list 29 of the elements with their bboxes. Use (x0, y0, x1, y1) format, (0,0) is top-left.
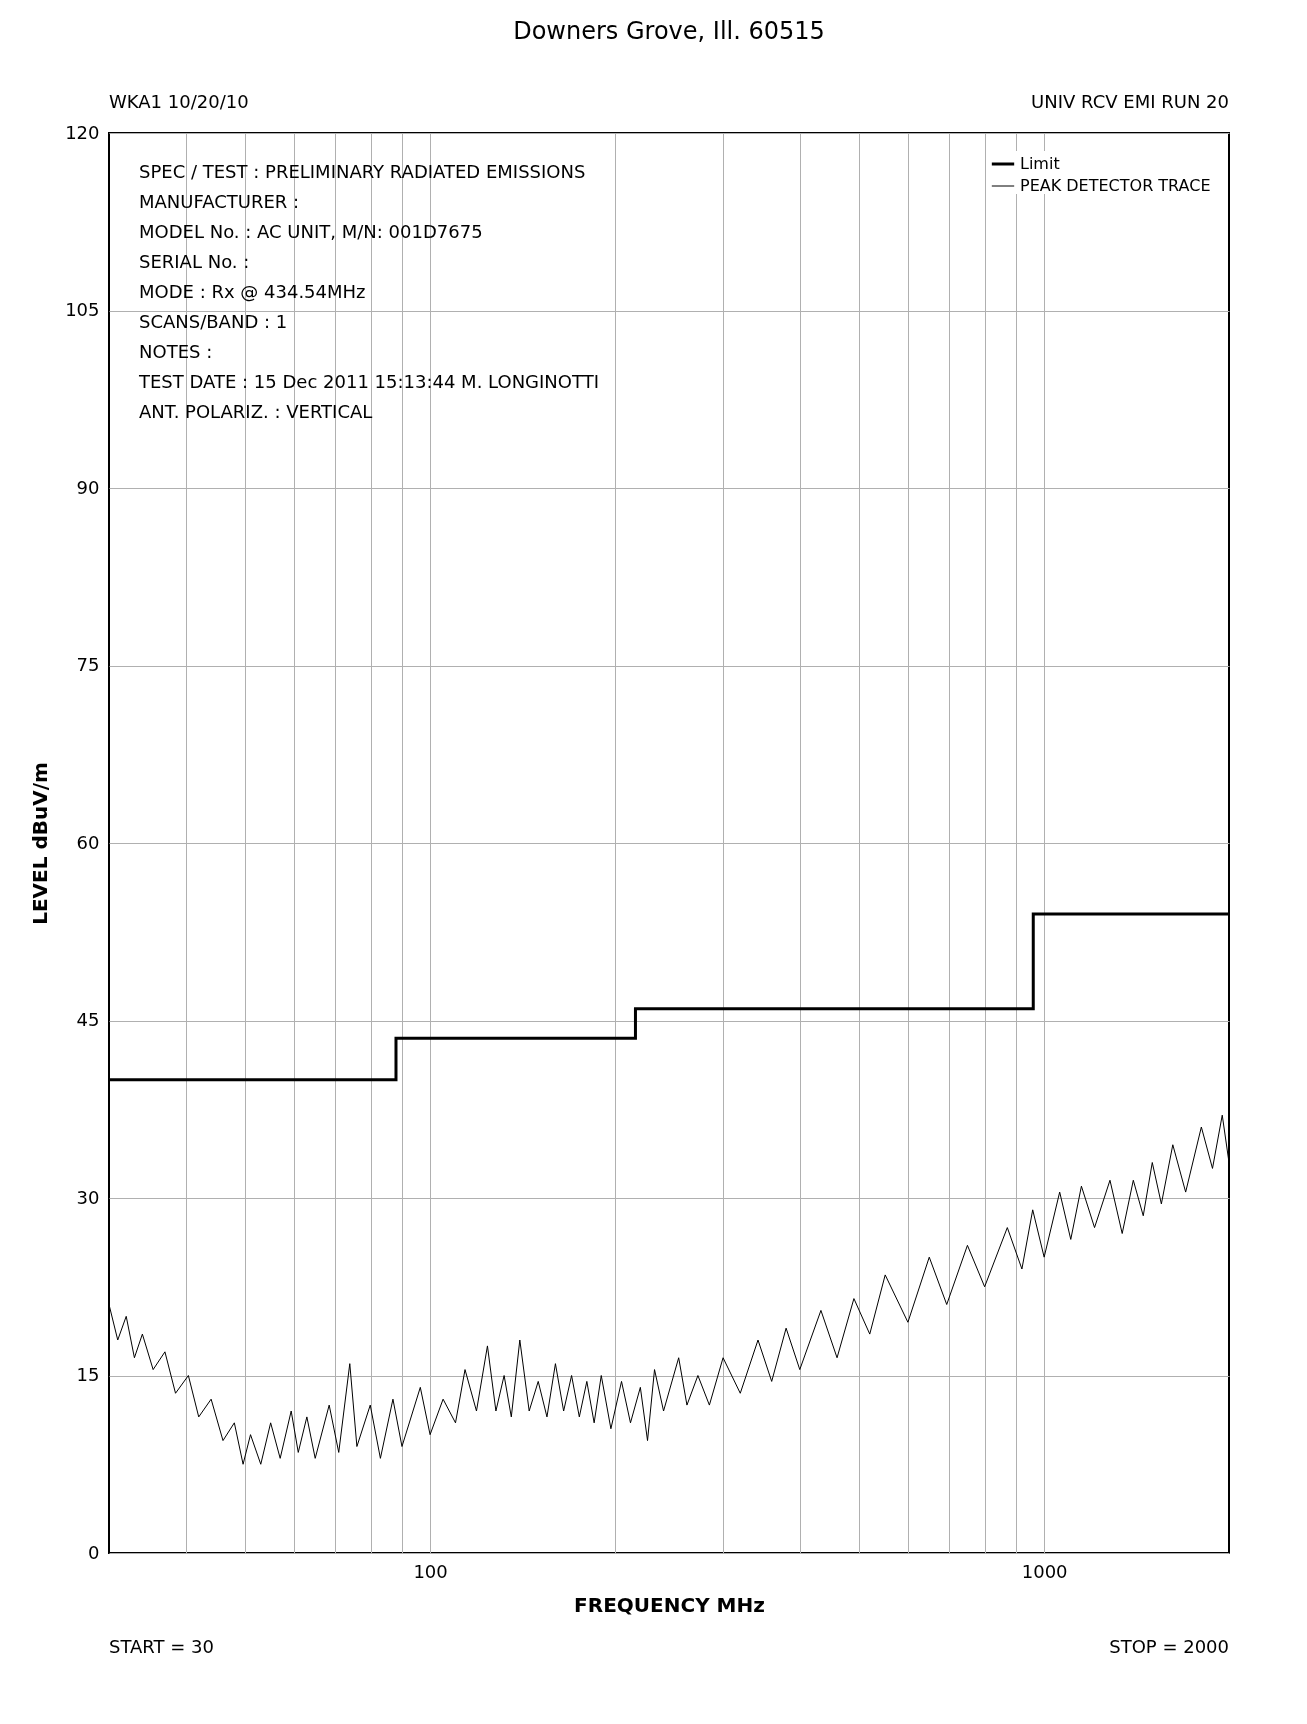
annotation: MODE : Rx @ 434.54MHz (139, 281, 366, 302)
y-tick-label: 90 (76, 476, 100, 498)
annotation: MODEL No. : AC UNIT, M/N: 001D7675 (139, 221, 483, 242)
y-tick-label: 0 (88, 1541, 100, 1563)
text: STOP = 2000 (1109, 1636, 1229, 1657)
chart-subtitle: Downers Grove, Ill. 60515 (513, 17, 825, 45)
y-tick-label: 105 (65, 299, 100, 320)
annotation: TEST DATE : 15 Dec 2011 15:13:44 M. LONGINOTTI (138, 371, 599, 392)
text: START = 30 (109, 1636, 214, 1657)
x-tick-label: 1000 (1021, 1560, 1068, 1582)
annotation: NOTES : (139, 341, 213, 362)
annotation: SERIAL No. : (139, 251, 250, 272)
legend-label: PEAK DETECTOR TRACE (1020, 176, 1211, 195)
annotation: ANT. POLARIZ. : VERTICAL (139, 401, 373, 422)
x-axis-title: FREQUENCY MHz (574, 1592, 765, 1617)
y-tick-label: 30 (76, 1186, 100, 1208)
y-tick-label: 75 (76, 654, 100, 675)
x-tick-label: 100 (413, 1560, 448, 1582)
y-axis-title: LEVEL dBuV/m (28, 762, 53, 925)
text: UNIV RCV EMI RUN 20 (1031, 91, 1229, 112)
y-tick-label: 15 (76, 1364, 100, 1385)
y-tick-label: 60 (76, 831, 100, 853)
y-tick-label: 120 (65, 121, 100, 143)
text: WKA1 10/20/10 (109, 91, 249, 112)
annotation: SPEC / TEST : PRELIMINARY RADIATED EMISSIONS (139, 161, 586, 182)
y-tick-label: 45 (76, 1009, 100, 1030)
annotation: MANUFACTURER : (139, 191, 300, 212)
annotation: SCANS/BAND : 1 (139, 311, 288, 332)
legend-label: Limit (1020, 154, 1060, 173)
